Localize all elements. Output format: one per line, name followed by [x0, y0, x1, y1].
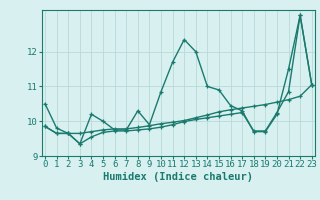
- X-axis label: Humidex (Indice chaleur): Humidex (Indice chaleur): [103, 172, 253, 182]
